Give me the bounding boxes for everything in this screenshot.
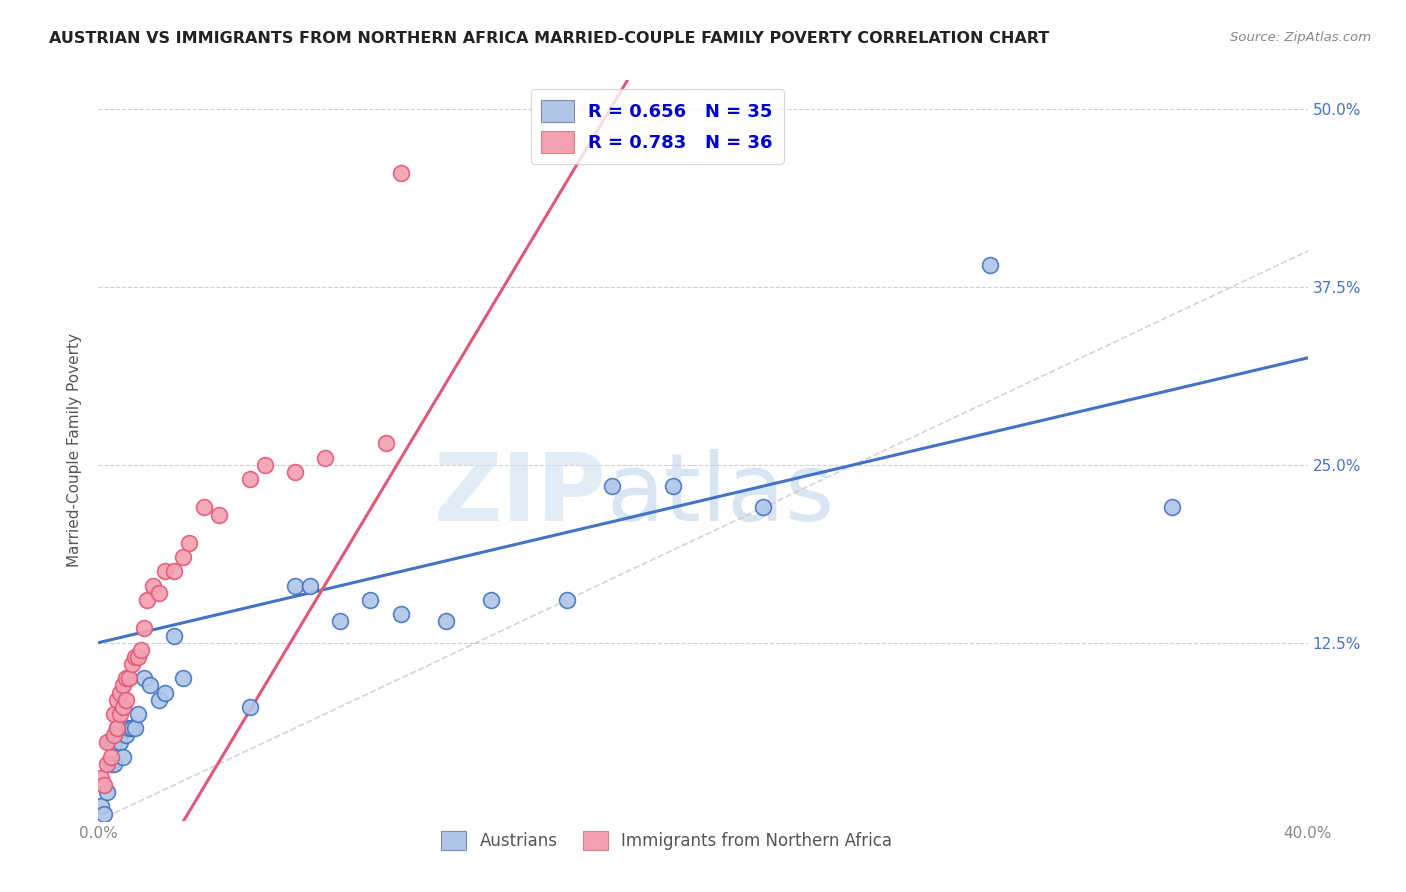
- Point: [284, 579, 307, 593]
- Point: [434, 615, 457, 629]
- Point: [374, 436, 396, 450]
- Point: [127, 706, 149, 721]
- Point: [208, 508, 231, 522]
- Text: ZIP: ZIP: [433, 449, 606, 541]
- Point: [103, 706, 125, 721]
- Point: [555, 593, 578, 607]
- Point: [389, 607, 412, 622]
- Point: [103, 735, 125, 749]
- Point: [100, 756, 122, 771]
- Point: [90, 799, 112, 814]
- Point: [253, 458, 276, 472]
- Point: [121, 657, 143, 671]
- Point: [93, 778, 115, 792]
- Point: [108, 685, 131, 699]
- Point: [389, 166, 412, 180]
- Text: Source: ZipAtlas.com: Source: ZipAtlas.com: [1230, 31, 1371, 45]
- Point: [105, 692, 128, 706]
- Point: [90, 771, 112, 785]
- Point: [108, 706, 131, 721]
- Point: [139, 678, 162, 692]
- Point: [602, 479, 624, 493]
- Point: [172, 550, 194, 565]
- Point: [96, 756, 118, 771]
- Point: [114, 671, 136, 685]
- Point: [105, 721, 128, 735]
- Point: [132, 671, 155, 685]
- Point: [661, 479, 683, 493]
- Point: [979, 259, 1001, 273]
- Point: [124, 721, 146, 735]
- Point: [752, 500, 775, 515]
- Point: [111, 749, 134, 764]
- Text: AUSTRIAN VS IMMIGRANTS FROM NORTHERN AFRICA MARRIED-COUPLE FAMILY POVERTY CORREL: AUSTRIAN VS IMMIGRANTS FROM NORTHERN AFR…: [49, 31, 1049, 46]
- Point: [142, 579, 165, 593]
- Point: [124, 649, 146, 664]
- Point: [239, 472, 262, 486]
- Point: [111, 678, 134, 692]
- Point: [129, 642, 152, 657]
- Point: [153, 685, 176, 699]
- Point: [314, 450, 336, 465]
- Point: [360, 593, 382, 607]
- Point: [148, 692, 170, 706]
- Point: [132, 622, 155, 636]
- Point: [93, 806, 115, 821]
- Point: [111, 699, 134, 714]
- Text: atlas: atlas: [606, 449, 835, 541]
- Point: [239, 699, 262, 714]
- Point: [100, 735, 122, 749]
- Point: [100, 749, 122, 764]
- Point: [127, 649, 149, 664]
- Point: [284, 465, 307, 479]
- Point: [179, 536, 201, 550]
- Point: [103, 756, 125, 771]
- Point: [96, 785, 118, 799]
- Point: [1160, 500, 1182, 515]
- Point: [135, 593, 157, 607]
- Point: [153, 565, 176, 579]
- Point: [193, 500, 215, 515]
- Point: [329, 615, 352, 629]
- Point: [163, 565, 186, 579]
- Point: [118, 721, 141, 735]
- Point: [114, 692, 136, 706]
- Legend: Austrians, Immigrants from Northern Africa: Austrians, Immigrants from Northern Afri…: [434, 825, 898, 856]
- Point: [118, 671, 141, 685]
- Point: [103, 728, 125, 742]
- Point: [163, 628, 186, 642]
- Point: [121, 721, 143, 735]
- Point: [96, 735, 118, 749]
- Point: [114, 728, 136, 742]
- Y-axis label: Married-Couple Family Poverty: Married-Couple Family Poverty: [67, 334, 83, 567]
- Point: [299, 579, 322, 593]
- Point: [148, 586, 170, 600]
- Point: [481, 593, 503, 607]
- Point: [105, 721, 128, 735]
- Point: [172, 671, 194, 685]
- Point: [108, 735, 131, 749]
